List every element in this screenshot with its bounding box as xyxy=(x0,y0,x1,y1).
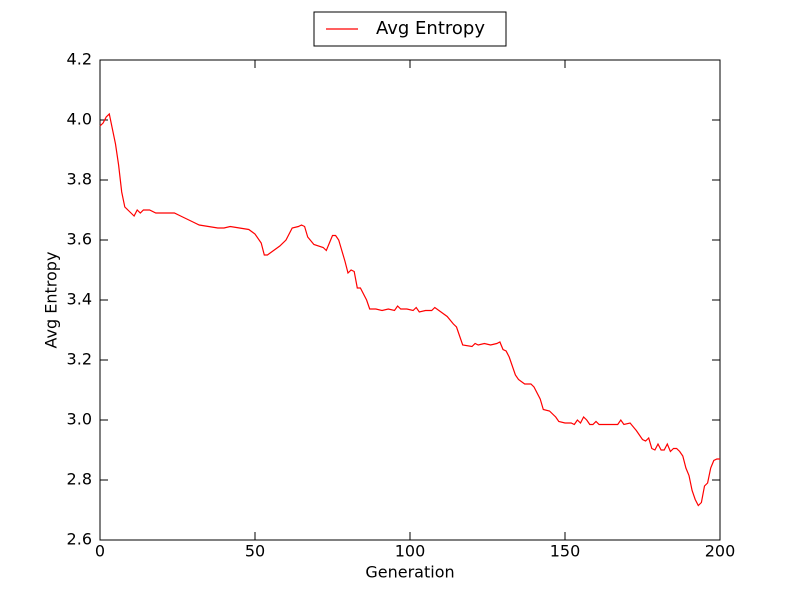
line xyxy=(99,112,720,507)
y-tick-label: 3.8 xyxy=(67,170,92,189)
y-axis-label: Avg Entropy xyxy=(42,252,61,349)
y-tick-label: 2.6 xyxy=(67,530,92,549)
x-tick-label: 0 xyxy=(95,542,105,561)
x-axis-label: Generation xyxy=(365,563,454,582)
y-tick-label: 4.2 xyxy=(67,50,92,69)
x-tick-label: 100 xyxy=(395,542,426,561)
y-tick-label: 3.6 xyxy=(67,230,92,249)
x-tick-label: 150 xyxy=(550,542,581,561)
y-tick-label: 2.8 xyxy=(67,470,92,489)
y-tick-label: 4.0 xyxy=(67,110,92,129)
x-tick-label: 50 xyxy=(245,542,265,561)
y-tick-label: 3.4 xyxy=(67,290,92,309)
legend-label: Avg Entropy xyxy=(376,18,485,39)
y-tick-label: 3.2 xyxy=(67,350,92,369)
y-tick-label: 3.0 xyxy=(67,410,92,429)
plot-frame xyxy=(99,59,721,541)
x-tick-label: 200 xyxy=(705,542,736,561)
